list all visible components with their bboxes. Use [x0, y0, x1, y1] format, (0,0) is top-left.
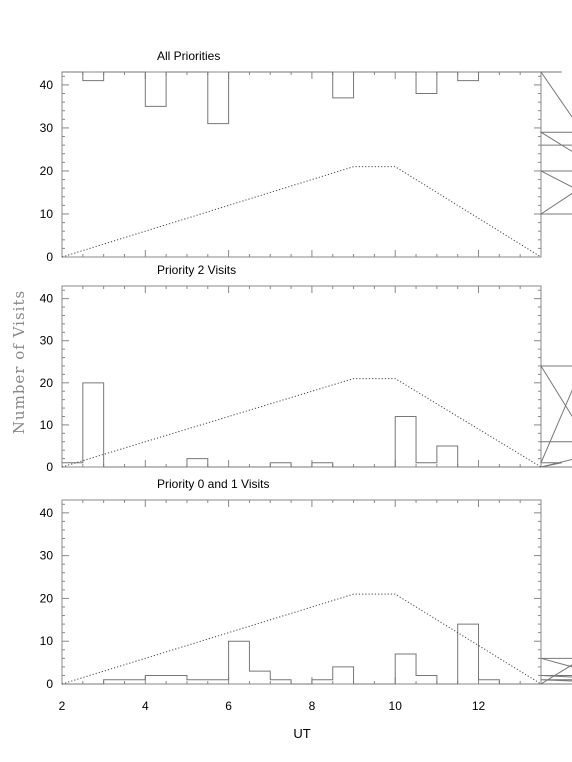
- panel-frame: [61, 71, 542, 258]
- x-tick-label: 10: [389, 699, 403, 713]
- panel-title: Priority 2 Visits: [157, 263, 236, 277]
- histogram-series: [62, 365, 572, 468]
- panel-title: Priority 0 and 1 Visits: [157, 477, 270, 491]
- x-tick-label: 8: [309, 699, 316, 713]
- x-axis-label: UT: [293, 726, 310, 741]
- y-tick-label: 20: [40, 591, 54, 605]
- panel-title: All Priorities: [157, 49, 220, 63]
- y-tick-label: 10: [40, 634, 54, 648]
- x-tick-label: 4: [142, 699, 149, 713]
- reference-line: [61, 593, 542, 685]
- histogram-series: [62, 623, 572, 685]
- x-tick-label: 6: [225, 699, 232, 713]
- x-tick-label: 2: [59, 699, 66, 713]
- y-tick-label: 40: [40, 292, 54, 306]
- y-tick-label: 0: [46, 250, 53, 264]
- panel-1: All Priorities 0 10 20 30 40: [40, 49, 572, 264]
- y-tick-label: 30: [40, 549, 54, 563]
- y-tick-label: 10: [40, 418, 54, 432]
- y-axis-label: Number of Visits: [10, 290, 28, 434]
- y-tick-label: 30: [40, 121, 54, 135]
- panel-frame: [61, 499, 542, 685]
- y-tick-label: 0: [46, 677, 53, 691]
- y-tick-label: 10: [40, 207, 54, 221]
- y-tick-label: 20: [40, 164, 54, 178]
- panel-2: Priority 2 Visits 0 10 20 30 40: [40, 263, 572, 474]
- histogram-series: [62, 71, 572, 215]
- reference-line: [61, 378, 542, 468]
- reference-line: [61, 166, 542, 258]
- y-tick-label: 40: [40, 78, 54, 92]
- y-tick-label: 40: [40, 506, 54, 520]
- panel-3: Priority 0 and 1 Visits 0 10 20 30 40 2 4 6 8 10 12: [40, 477, 572, 713]
- y-tick-label: 30: [40, 334, 54, 348]
- y-tick-label: 20: [40, 376, 54, 390]
- x-tick-label: 12: [472, 699, 486, 713]
- y-tick-label: 0: [46, 460, 53, 474]
- panel-frame: [61, 285, 542, 468]
